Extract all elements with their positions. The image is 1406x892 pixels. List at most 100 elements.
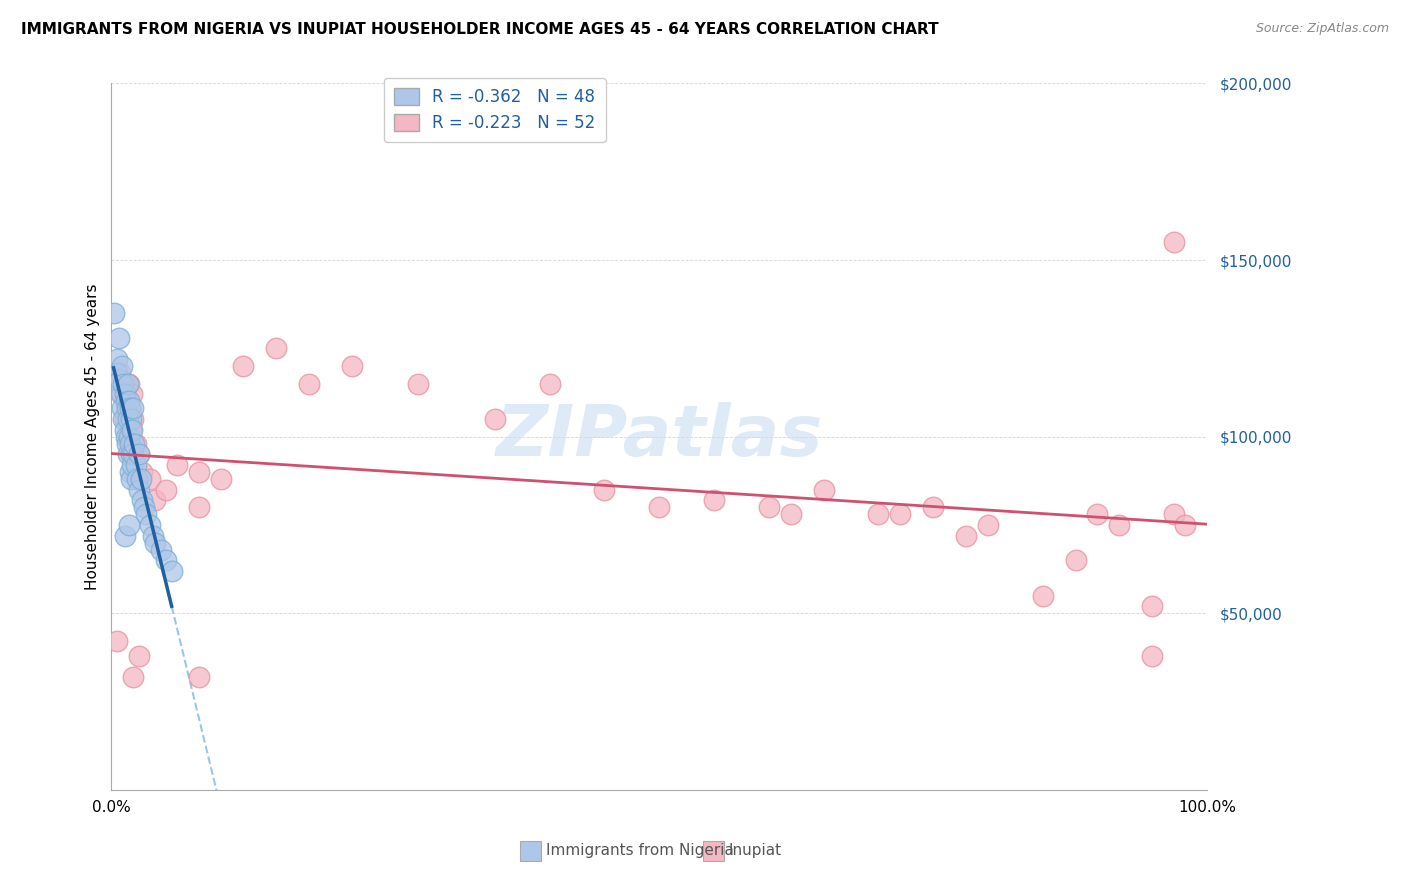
Point bbox=[868, 508, 890, 522]
Point bbox=[115, 401, 138, 416]
Point bbox=[209, 472, 232, 486]
Point bbox=[114, 394, 136, 409]
Point bbox=[538, 376, 561, 391]
Point bbox=[118, 401, 141, 416]
Point bbox=[121, 387, 143, 401]
Point bbox=[128, 447, 150, 461]
Point bbox=[122, 670, 145, 684]
Point bbox=[1174, 517, 1197, 532]
Point bbox=[232, 359, 254, 373]
Point bbox=[149, 542, 172, 557]
Point bbox=[188, 500, 211, 515]
Point bbox=[103, 306, 125, 320]
Point bbox=[342, 359, 364, 373]
Point bbox=[758, 500, 780, 515]
Point bbox=[108, 331, 131, 345]
Point bbox=[114, 387, 136, 401]
Point bbox=[117, 412, 139, 426]
Point bbox=[1163, 508, 1185, 522]
Text: ZIPatlas: ZIPatlas bbox=[495, 402, 823, 471]
Point bbox=[135, 508, 157, 522]
Point bbox=[122, 401, 145, 416]
Point bbox=[112, 412, 135, 426]
Point bbox=[131, 493, 153, 508]
Text: Inupiat: Inupiat bbox=[728, 844, 782, 858]
Point bbox=[160, 564, 183, 578]
Point bbox=[139, 472, 162, 486]
Point bbox=[1108, 517, 1130, 532]
Point bbox=[166, 458, 188, 472]
Point bbox=[124, 458, 146, 472]
Point bbox=[155, 553, 177, 567]
Point bbox=[1032, 589, 1054, 603]
Point bbox=[593, 483, 616, 497]
Point bbox=[134, 500, 156, 515]
Point bbox=[120, 412, 142, 426]
Point bbox=[111, 401, 134, 416]
Point bbox=[142, 528, 165, 542]
Point bbox=[122, 447, 145, 461]
Point bbox=[120, 423, 142, 437]
Point bbox=[114, 376, 136, 391]
Point bbox=[118, 376, 141, 391]
Point bbox=[115, 436, 138, 450]
Point bbox=[105, 634, 128, 648]
Point bbox=[922, 500, 945, 515]
Point bbox=[406, 376, 429, 391]
Point bbox=[155, 483, 177, 497]
Point bbox=[117, 376, 139, 391]
Point bbox=[117, 430, 139, 444]
Point bbox=[188, 670, 211, 684]
Point bbox=[143, 493, 166, 508]
Point bbox=[813, 483, 835, 497]
Point bbox=[889, 508, 911, 522]
Point bbox=[114, 423, 136, 437]
Point bbox=[779, 508, 801, 522]
Point bbox=[128, 483, 150, 497]
Point bbox=[124, 436, 146, 450]
Text: Source: ZipAtlas.com: Source: ZipAtlas.com bbox=[1256, 22, 1389, 36]
Point bbox=[124, 436, 146, 450]
Point bbox=[118, 436, 141, 450]
Point bbox=[121, 458, 143, 472]
Legend: R = -0.362   N = 48, R = -0.223   N = 52: R = -0.362 N = 48, R = -0.223 N = 52 bbox=[384, 78, 606, 143]
Point bbox=[114, 430, 136, 444]
Point bbox=[118, 401, 141, 416]
Point bbox=[298, 376, 321, 391]
Point bbox=[105, 351, 128, 366]
Point bbox=[121, 423, 143, 437]
Point bbox=[1142, 648, 1164, 663]
Point bbox=[1087, 508, 1109, 522]
Point bbox=[111, 359, 134, 373]
Point bbox=[977, 517, 1000, 532]
Point bbox=[114, 528, 136, 542]
Point bbox=[120, 472, 142, 486]
Y-axis label: Householder Income Ages 45 - 64 years: Householder Income Ages 45 - 64 years bbox=[86, 284, 100, 590]
Point bbox=[188, 465, 211, 479]
Point bbox=[118, 430, 141, 444]
Point bbox=[118, 465, 141, 479]
Point bbox=[108, 366, 131, 380]
Point bbox=[955, 528, 977, 542]
Point bbox=[131, 465, 153, 479]
Point bbox=[128, 447, 150, 461]
Point bbox=[105, 366, 128, 380]
Text: Immigrants from Nigeria: Immigrants from Nigeria bbox=[546, 844, 734, 858]
Point bbox=[112, 376, 135, 391]
Point bbox=[118, 394, 141, 409]
Point bbox=[264, 342, 287, 356]
Point bbox=[120, 447, 142, 461]
Point bbox=[484, 412, 506, 426]
Point bbox=[110, 387, 132, 401]
Point bbox=[703, 493, 725, 508]
Point bbox=[648, 500, 671, 515]
Point bbox=[125, 472, 148, 486]
Point bbox=[1142, 599, 1164, 614]
Point bbox=[122, 412, 145, 426]
Point bbox=[128, 648, 150, 663]
Point bbox=[108, 373, 131, 387]
Point bbox=[117, 447, 139, 461]
Point bbox=[1064, 553, 1087, 567]
Point bbox=[118, 517, 141, 532]
Point bbox=[111, 387, 134, 401]
